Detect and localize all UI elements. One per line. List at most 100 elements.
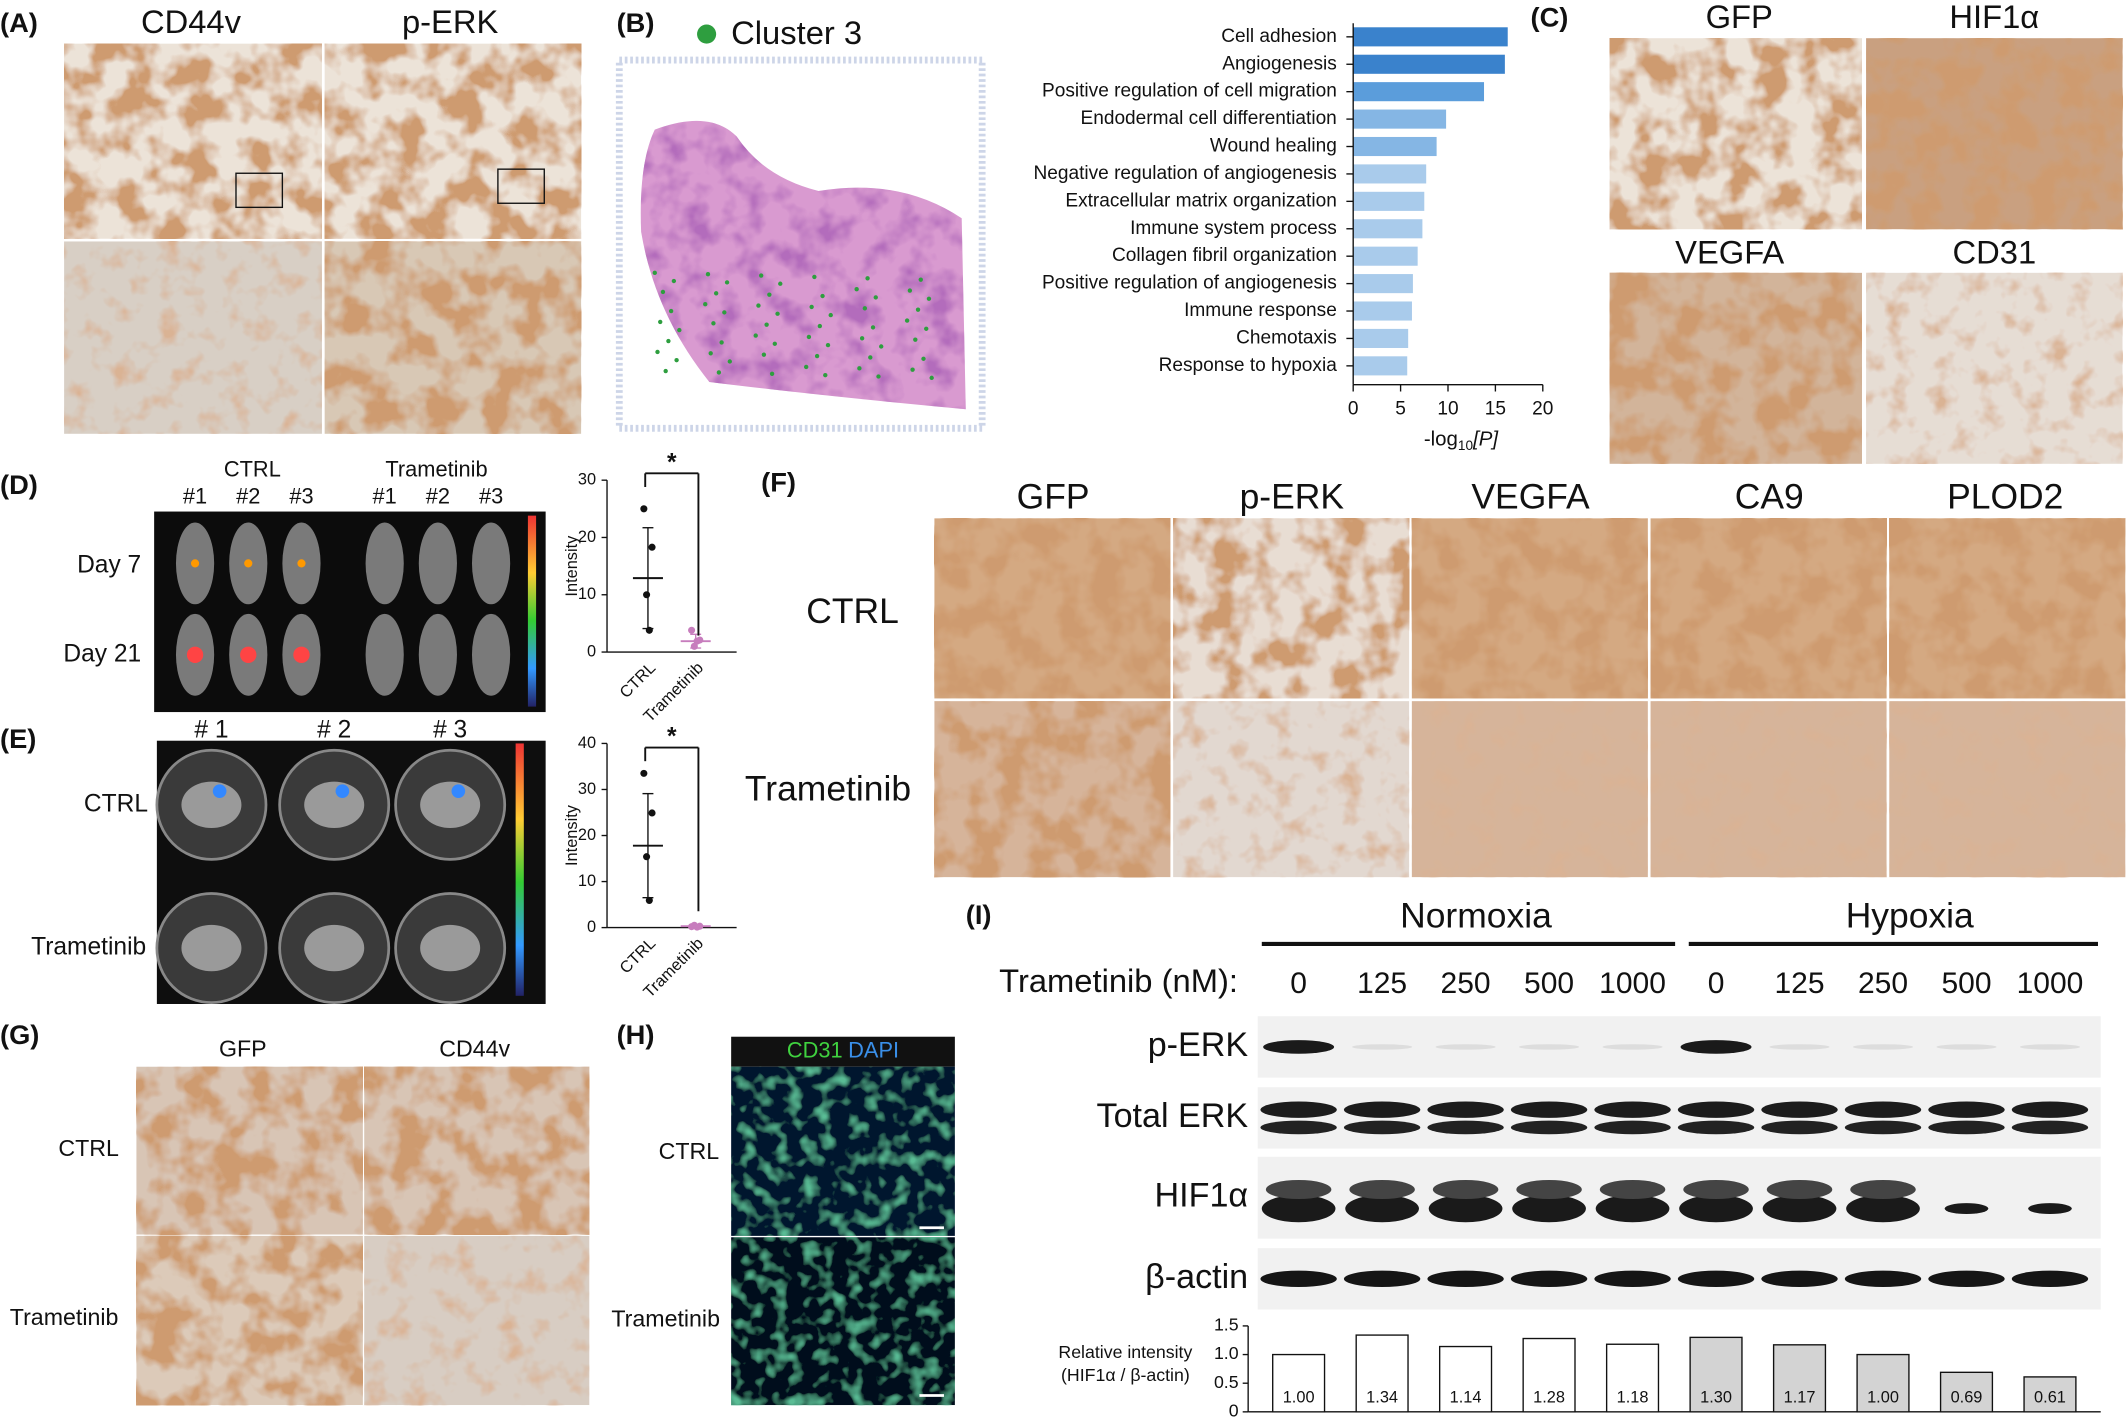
significance-label: * [667, 723, 677, 750]
value-label: 1.28 [1533, 1389, 1565, 1407]
band [1852, 1044, 1914, 1050]
x-tick-label: 1000 [1599, 967, 1666, 1000]
value-label: 1.17 [1784, 1389, 1816, 1407]
axis-label: -log10[P] [1424, 428, 1500, 453]
axis-label: Intensity [563, 535, 581, 597]
spot [660, 289, 666, 295]
band [1260, 1120, 1337, 1135]
inset-box [235, 172, 284, 209]
category-label: Immune system process [1130, 218, 1337, 239]
color-scale [515, 743, 524, 996]
y-tick-label: 1.0 [1214, 1343, 1239, 1363]
panel-label: (E) [0, 723, 36, 754]
category-label: Immune response [1184, 300, 1337, 321]
point [688, 626, 696, 634]
band [1263, 1040, 1335, 1054]
image-title: HIF1α [1949, 0, 2039, 35]
band [1928, 1120, 2005, 1135]
spot [929, 375, 934, 381]
signal [451, 784, 466, 799]
signal [240, 646, 257, 663]
y-tick-label: 10 [578, 585, 596, 603]
band [1944, 1203, 1989, 1215]
value-label: 1.00 [1867, 1389, 1899, 1407]
band [1510, 1270, 1588, 1288]
mouse [471, 613, 511, 696]
image-title: GFP [219, 1035, 267, 1061]
image [1411, 518, 1648, 699]
spot [924, 326, 929, 331]
band [1510, 1120, 1588, 1135]
category-label: Extracellular matrix organization [1065, 190, 1336, 211]
image-title: PLOD2 [1947, 477, 2063, 517]
spot [918, 277, 923, 282]
y-tick-label: 10 [578, 872, 596, 890]
band [1427, 1120, 1504, 1135]
point [640, 505, 648, 513]
band [1427, 1101, 1504, 1118]
image [934, 701, 1171, 878]
y-tick-label: 30 [578, 470, 596, 488]
bar [1856, 1353, 1910, 1413]
band [1512, 1194, 1586, 1223]
bar [1353, 274, 1413, 294]
row-label: Day 7 [77, 552, 141, 579]
band [1928, 1101, 2005, 1118]
group-label: Trametinib [385, 456, 487, 481]
axis-label-part: -log [1424, 428, 1458, 451]
band [2028, 1203, 2072, 1215]
spot [767, 292, 772, 297]
band [1928, 1270, 2005, 1288]
spot [817, 323, 823, 329]
image [1889, 701, 2126, 878]
bar [1522, 1337, 1576, 1413]
point [643, 591, 651, 599]
panel-label: (F) [761, 466, 796, 497]
image [324, 241, 582, 434]
y-tick-label: 40 [578, 734, 596, 752]
y-tick-label: 20 [578, 528, 596, 546]
image [64, 43, 322, 239]
band [1595, 1194, 1670, 1223]
band [1680, 1040, 1752, 1054]
row-label: Trametinib [745, 769, 911, 809]
image [1866, 272, 2123, 464]
band [1761, 1101, 1838, 1118]
value-label: 1.00 [1283, 1389, 1315, 1407]
band [1594, 1270, 1671, 1288]
condition-label: Hypoxia [1846, 895, 1974, 935]
spot [769, 371, 775, 376]
mouse-label: #3 [289, 484, 313, 509]
spot [865, 276, 870, 281]
spot [674, 357, 679, 363]
mouse-label: #2 [236, 484, 260, 509]
value-label: 1.14 [1450, 1389, 1482, 1407]
x-tick-label: CTRL [616, 934, 659, 977]
stain-name: DAPI [848, 1037, 899, 1062]
mouse-label: #1 [373, 484, 397, 509]
band [1260, 1270, 1337, 1288]
bar [1353, 54, 1505, 74]
band [1677, 1120, 1755, 1135]
band [2011, 1270, 2089, 1288]
image [1650, 518, 1887, 699]
band [1766, 1179, 1833, 1200]
spot [727, 359, 732, 364]
group-label: CTRL [224, 456, 281, 481]
band [1677, 1270, 1755, 1288]
spot [671, 278, 677, 284]
point [643, 853, 651, 861]
image [731, 1066, 955, 1236]
y-tick-label: 20 [578, 826, 596, 844]
band [1683, 1179, 1749, 1200]
band [1762, 1194, 1837, 1223]
inset-box [497, 168, 545, 204]
dish-label: # 3 [433, 717, 467, 744]
tissue [181, 924, 242, 972]
spot [809, 304, 814, 310]
band [1260, 1101, 1337, 1118]
spot [854, 287, 859, 292]
signal [297, 559, 306, 568]
category-label: Wound healing [1210, 136, 1337, 157]
spot [711, 321, 716, 326]
